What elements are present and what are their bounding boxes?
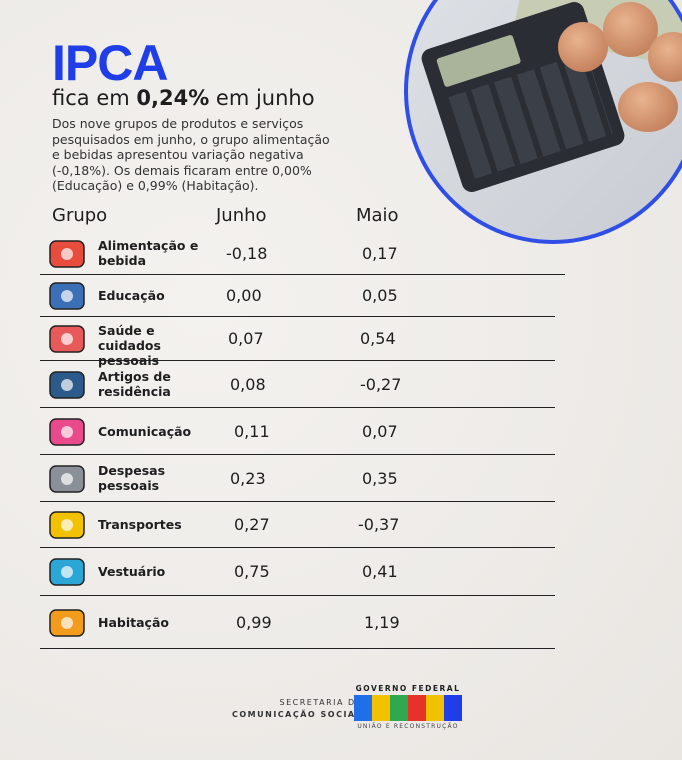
subtitle: fica em 0,24% em junho — [52, 86, 315, 110]
brasil-logo-graphic — [354, 695, 462, 721]
group-label: Saúde e cuidados pessoais — [98, 323, 161, 368]
junho-value: 0,75 — [234, 562, 270, 581]
page-title: IPCA — [52, 35, 168, 91]
medical-kit-icon — [46, 320, 88, 358]
maio-value: 0,17 — [362, 244, 398, 263]
table-row: Comunicação 0,11 0,07 — [40, 408, 555, 455]
table-row: Habitação 0,99 1,19 — [40, 596, 555, 649]
secretaria-logo: SECRETARIA DE COMUNICAÇÃO SOCIAL — [232, 698, 363, 719]
junho-value: 0,99 — [236, 612, 272, 632]
maio-value: 0,05 — [362, 286, 398, 305]
group-label: Despesas pessoais — [98, 462, 166, 493]
table-row: Saúde e cuidados pessoais 0,07 0,54 — [40, 317, 555, 368]
maio-value: 0,07 — [362, 421, 398, 441]
car-icon — [46, 506, 88, 544]
shirt-icon — [46, 553, 88, 591]
group-label: Habitação — [98, 614, 169, 630]
governo-federal-logo: GOVERNO FEDERAL UNIÃO E RECONSTRUÇÃO — [354, 684, 462, 730]
junho-value: 0,23 — [230, 468, 266, 488]
books-graduation-icon — [46, 277, 88, 315]
col-header-junho: Junho — [216, 205, 267, 226]
group-label: Artigos de residência — [98, 368, 171, 399]
junho-value: -0,18 — [226, 244, 268, 263]
junho-value: 0,08 — [230, 374, 266, 394]
group-label: Transportes — [98, 517, 182, 532]
junho-value: 0,00 — [226, 286, 262, 305]
group-label: Alimentação e bebida — [98, 238, 199, 268]
table-row: Transportes 0,27 -0,37 — [40, 502, 555, 548]
maio-value: -0,27 — [360, 374, 402, 394]
maio-value: 1,19 — [364, 612, 400, 632]
group-label: Comunicação — [98, 423, 192, 439]
junho-value: 0,07 — [228, 329, 264, 348]
junho-value: 0,11 — [234, 421, 270, 441]
table-row: Alimentação e bebida -0,18 0,17 — [40, 233, 565, 275]
table-row: Vestuário 0,75 0,41 — [40, 548, 555, 596]
maio-value: -0,37 — [358, 515, 400, 534]
col-header-maio: Maio — [356, 205, 399, 226]
maio-value: 0,35 — [362, 468, 398, 488]
sofa-icon — [46, 366, 88, 404]
chat-bubbles-icon — [46, 413, 88, 451]
col-header-grupo: Grupo — [52, 205, 108, 226]
receipt-coin-icon — [46, 460, 88, 498]
house-icon — [46, 604, 88, 642]
table-row: Despesas pessoais 0,23 0,35 — [40, 455, 555, 502]
table-row: Educação 0,00 0,05 — [40, 275, 555, 317]
junho-value: 0,27 — [234, 515, 270, 534]
maio-value: 0,41 — [362, 562, 398, 581]
group-label: Vestuário — [98, 564, 166, 579]
food-icon — [46, 235, 88, 273]
maio-value: 0,54 — [360, 329, 396, 348]
group-label: Educação — [98, 288, 165, 303]
table-row: Artigos de residência 0,08 -0,27 — [40, 361, 555, 408]
description: Dos nove grupos de produtos e serviços p… — [52, 116, 330, 193]
